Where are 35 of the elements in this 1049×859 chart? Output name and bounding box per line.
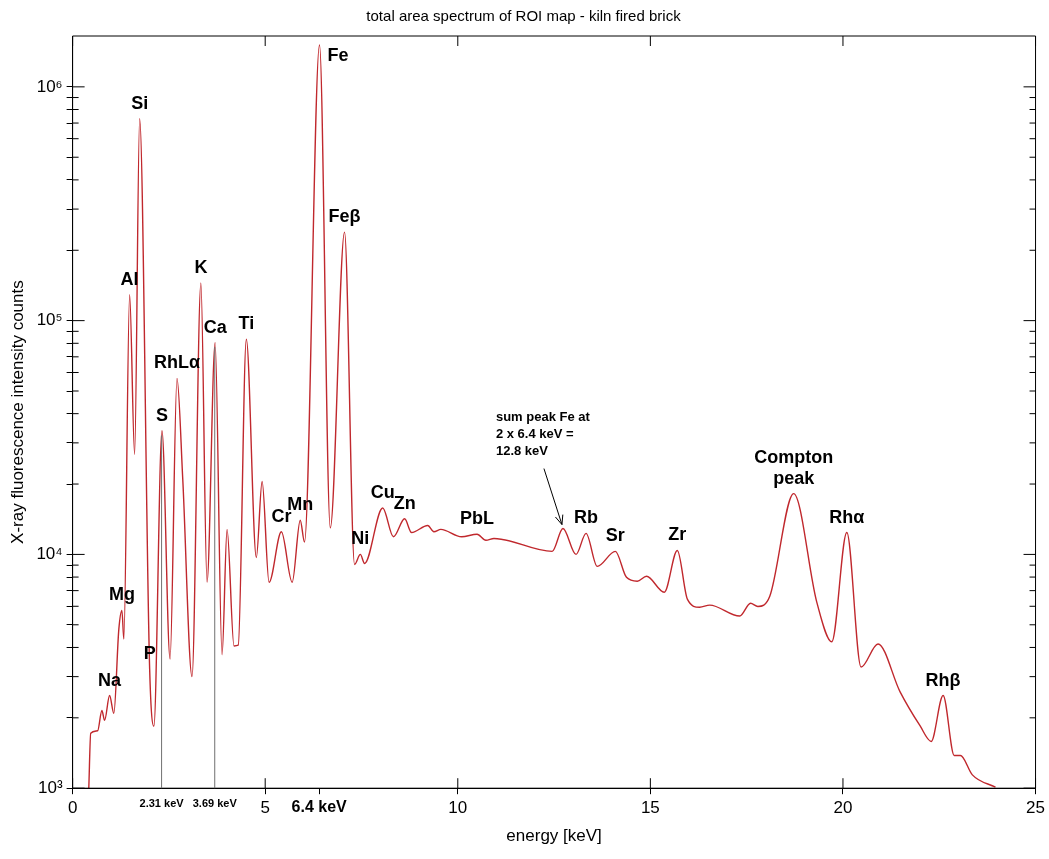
y-tick-label: 10⁵: [36, 310, 63, 330]
ref-line-label: 2.31 keV: [139, 796, 185, 809]
annotation: Feβ: [328, 206, 361, 227]
annotation: Compton peak: [754, 446, 834, 488]
x-tick-label: 25: [1026, 798, 1046, 818]
annotation: Fe: [327, 44, 349, 65]
x-tick-label: 5: [260, 798, 270, 818]
annotation: PbL: [460, 508, 495, 529]
annotation: Mg: [108, 584, 135, 605]
annotation: Ca: [203, 316, 228, 337]
y-tick-label: 10⁴: [36, 544, 63, 564]
annotation: Ni: [351, 528, 370, 549]
annotation: Zn: [393, 492, 416, 513]
annotation: Si: [131, 92, 149, 113]
y-axis-title: X-ray fluorescence intensity counts: [7, 280, 27, 544]
annotation: Rhα: [829, 506, 865, 527]
x-tick-label: 10: [448, 798, 468, 818]
chart-title: total area spectrum of ROI map - kiln fired brick: [366, 7, 682, 25]
x-axis-title: energy [keV]: [506, 826, 602, 846]
x-tick-label: 0: [67, 798, 78, 818]
y-tick-label: 10³: [38, 777, 63, 797]
annotation: Cu: [370, 481, 395, 502]
annotation: sum peak Fe at 2 x 6.4 keV = 12.8 keV: [495, 408, 591, 458]
x-tick-label: 20: [833, 798, 853, 818]
x-tick-label: 15: [640, 798, 660, 818]
x-tick-label: 6.4 keV: [291, 798, 348, 816]
annotation: S: [155, 404, 168, 425]
annotation: K: [194, 256, 208, 277]
y-tick-label: 10⁶: [36, 76, 63, 96]
annotation: Ti: [238, 313, 255, 334]
annotation: Sr: [605, 525, 625, 546]
annotation: Rhβ: [925, 669, 961, 690]
annotation: Rb: [574, 507, 599, 528]
annotation: Zr: [668, 524, 687, 545]
ref-line-label: 3.69 keV: [192, 796, 238, 809]
